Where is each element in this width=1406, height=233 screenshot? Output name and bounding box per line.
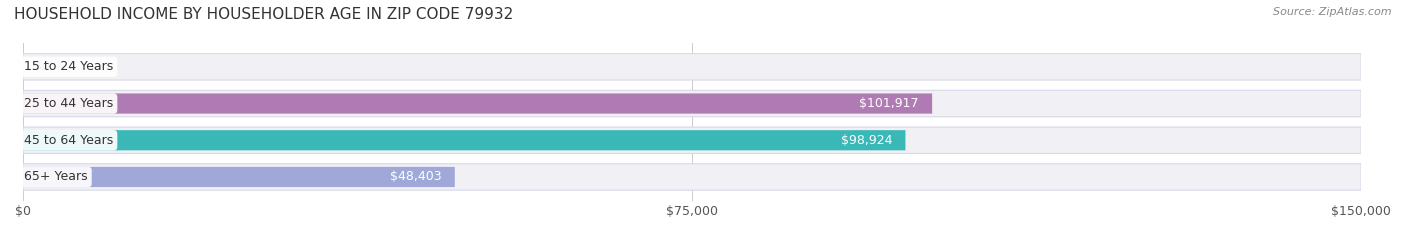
FancyBboxPatch shape [22,167,454,187]
Text: 65+ Years: 65+ Years [24,171,89,183]
Text: $98,924: $98,924 [841,134,891,147]
Text: $48,403: $48,403 [389,171,441,183]
FancyBboxPatch shape [22,127,1361,154]
FancyBboxPatch shape [22,54,1361,80]
FancyBboxPatch shape [22,164,1361,190]
FancyBboxPatch shape [22,130,905,150]
FancyBboxPatch shape [22,93,932,114]
Text: Source: ZipAtlas.com: Source: ZipAtlas.com [1274,7,1392,17]
Text: 25 to 44 Years: 25 to 44 Years [24,97,114,110]
Text: $101,917: $101,917 [859,97,918,110]
Text: 15 to 24 Years: 15 to 24 Years [24,60,114,73]
Text: HOUSEHOLD INCOME BY HOUSEHOLDER AGE IN ZIP CODE 79932: HOUSEHOLD INCOME BY HOUSEHOLDER AGE IN Z… [14,7,513,22]
Text: $0: $0 [34,60,49,73]
FancyBboxPatch shape [22,90,1361,117]
Text: 45 to 64 Years: 45 to 64 Years [24,134,114,147]
